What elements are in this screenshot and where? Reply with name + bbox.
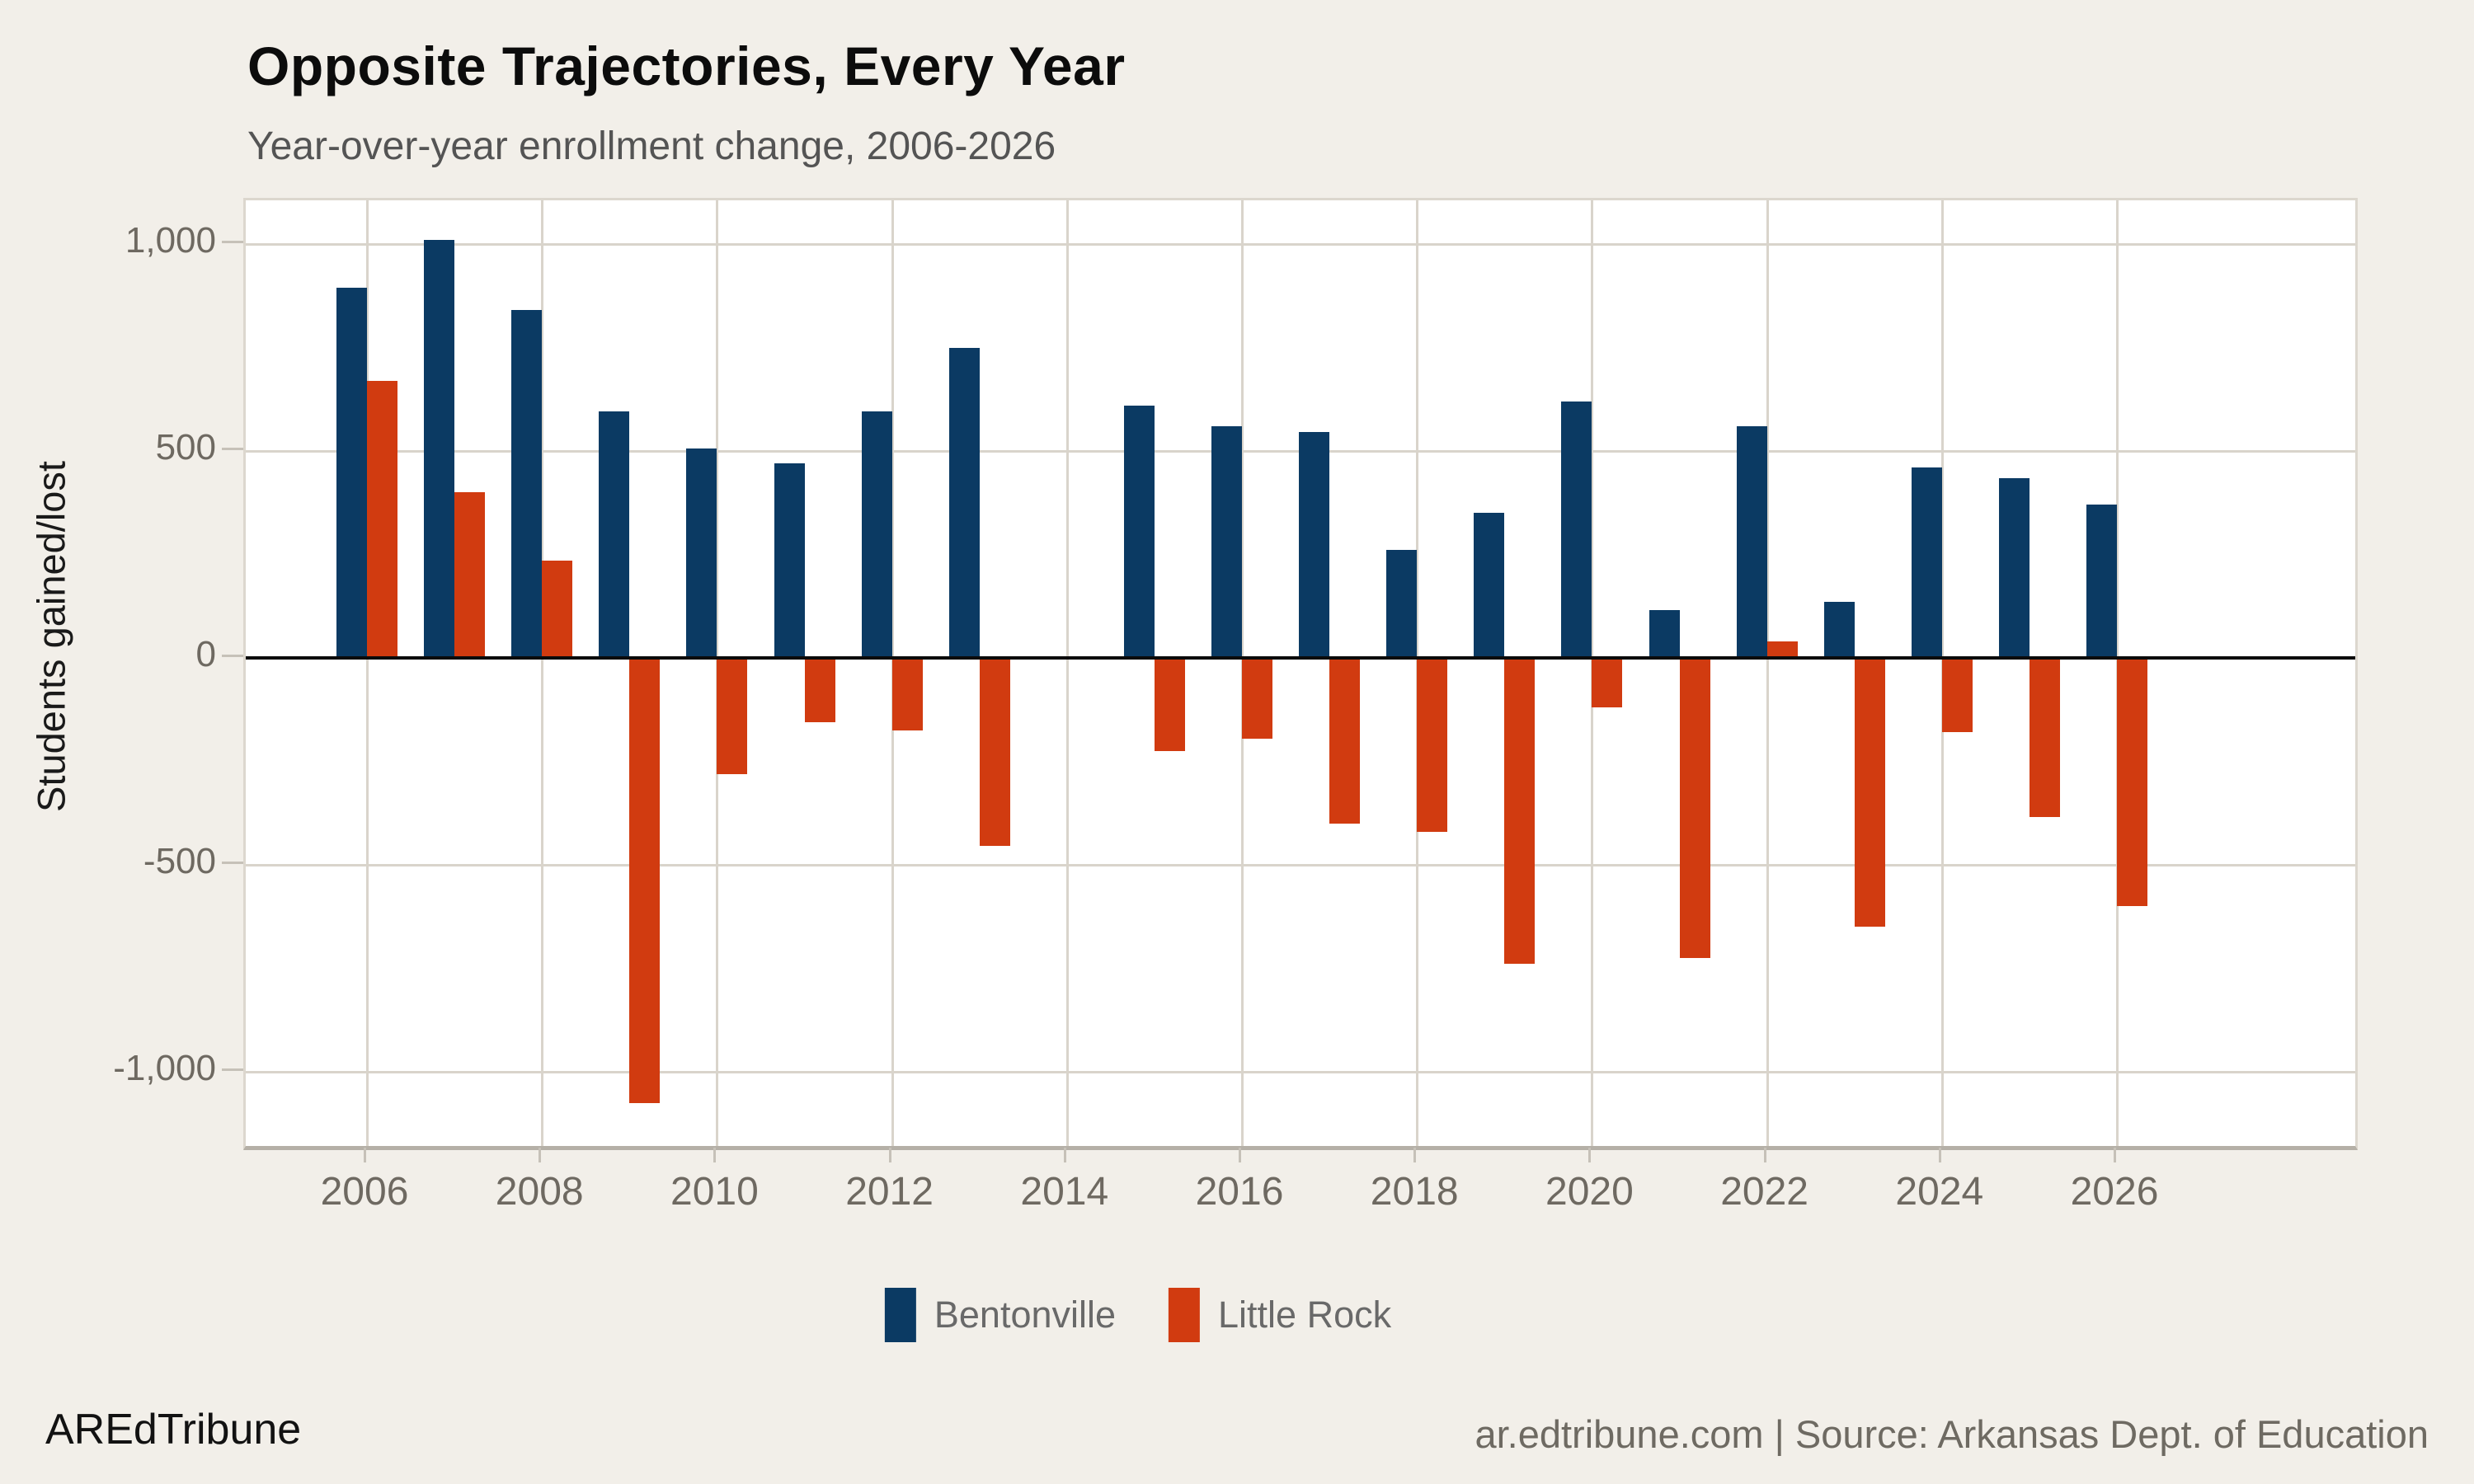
bar-bentonville-2008 [511, 310, 543, 658]
v-gridline-2008 [541, 200, 544, 1146]
y-tick-label--1000: -1,000 [113, 1048, 216, 1088]
y-tick-1000 [222, 241, 243, 243]
plot-area [243, 198, 2358, 1150]
bar-bentonville-2016 [1211, 425, 1242, 658]
x-tick-label-2012: 2012 [845, 1170, 934, 1214]
little-rock-swatch [1169, 1288, 1201, 1342]
bar-little-rock-2016 [1242, 658, 1272, 739]
bentonville-swatch [884, 1288, 916, 1342]
bar-little-rock-2009 [629, 658, 661, 1103]
bar-little-rock-2008 [542, 561, 573, 658]
bar-little-rock-2012 [891, 658, 923, 730]
bar-bentonville-2011 [774, 463, 805, 658]
bar-little-rock-2010 [717, 658, 748, 774]
zero-axis-line [246, 656, 2355, 660]
bar-bentonville-2020 [1561, 401, 1592, 658]
y-tick-0 [222, 655, 243, 657]
bar-bentonville-2007 [424, 239, 455, 658]
x-tick-label-2026: 2026 [2070, 1170, 2159, 1214]
x-tick-label-2014: 2014 [1020, 1170, 1109, 1214]
x-tick-label-2024: 2024 [1895, 1170, 1984, 1214]
bar-little-rock-2011 [804, 658, 835, 722]
brand-logo-text: AREdTribune [45, 1406, 302, 1453]
y-tick--1000 [222, 1068, 243, 1071]
legend-label-bentonville: Bentonville [934, 1294, 1117, 1336]
x-tick-label-2018: 2018 [1370, 1170, 1459, 1214]
source-attribution: ar.edtribune.com | Source: Arkansas Dept… [1475, 1412, 2429, 1456]
bar-little-rock-2024 [1941, 658, 1973, 733]
bar-little-rock-2018 [1417, 658, 1448, 832]
legend-label-little-rock: Little Rock [1218, 1294, 1392, 1336]
bar-little-rock-2017 [1329, 658, 1361, 824]
bar-bentonville-2019 [1474, 513, 1505, 658]
x-tick-label-2022: 2022 [1720, 1170, 1808, 1214]
bar-bentonville-2022 [1736, 425, 1767, 658]
legend-item-little-rock: Little Rock [1169, 1288, 1391, 1342]
bar-bentonville-2024 [1911, 467, 1942, 658]
h-gridline-1000 [246, 243, 2355, 246]
v-gridline-2022 [1766, 200, 1769, 1146]
y-tick--500 [222, 862, 243, 864]
legend-item-bentonville: Bentonville [884, 1288, 1117, 1342]
page-title: Opposite Trajectories, Every Year [247, 35, 1126, 96]
h-gridline--500 [246, 864, 2355, 866]
page-subtitle: Year-over-year enrollment change, 2006-2… [247, 124, 1056, 168]
x-tick-label-2006: 2006 [320, 1170, 409, 1214]
bar-bentonville-2023 [1823, 602, 1855, 658]
bar-little-rock-2020 [1592, 658, 1623, 708]
h-gridline--1000 [246, 1071, 2355, 1073]
bar-bentonville-2010 [686, 448, 717, 658]
bar-bentonville-2021 [1649, 610, 1680, 658]
bar-little-rock-2013 [979, 658, 1010, 847]
bar-bentonville-2017 [1299, 432, 1330, 658]
legend: Bentonville Little Rock [884, 1288, 1391, 1342]
bar-little-rock-2006 [367, 380, 397, 658]
x-tick-label-2008: 2008 [495, 1170, 584, 1214]
bar-little-rock-2019 [1504, 658, 1536, 965]
bar-little-rock-2022 [1766, 641, 1798, 658]
bar-bentonville-2025 [1998, 477, 2030, 658]
y-tick-label--500: -500 [143, 841, 216, 881]
x-tick-label-2016: 2016 [1195, 1170, 1284, 1214]
y-tick-500 [222, 448, 243, 450]
bar-little-rock-2015 [1154, 658, 1185, 751]
bar-bentonville-2006 [336, 287, 367, 658]
bar-little-rock-2026 [2117, 658, 2147, 907]
bar-bentonville-2018 [1386, 550, 1418, 658]
bar-little-rock-2023 [1854, 658, 1885, 928]
bar-little-rock-2007 [454, 492, 486, 658]
y-axis-title: Students gained/lost [29, 461, 73, 812]
bar-bentonville-2012 [861, 411, 892, 658]
v-gridline-2014 [1065, 200, 1069, 1146]
x-tick-label-2010: 2010 [670, 1170, 759, 1214]
bar-bentonville-2026 [2086, 505, 2117, 658]
x-tick-label-2020: 2020 [1545, 1170, 1634, 1214]
bar-bentonville-2009 [599, 411, 630, 658]
bar-bentonville-2015 [1123, 405, 1155, 658]
y-tick-label-1000: 1,000 [125, 220, 216, 261]
bar-bentonville-2013 [948, 347, 980, 658]
bar-little-rock-2025 [2029, 658, 2060, 818]
bar-little-rock-2021 [1679, 658, 1710, 958]
v-gridline-2006 [366, 200, 369, 1146]
